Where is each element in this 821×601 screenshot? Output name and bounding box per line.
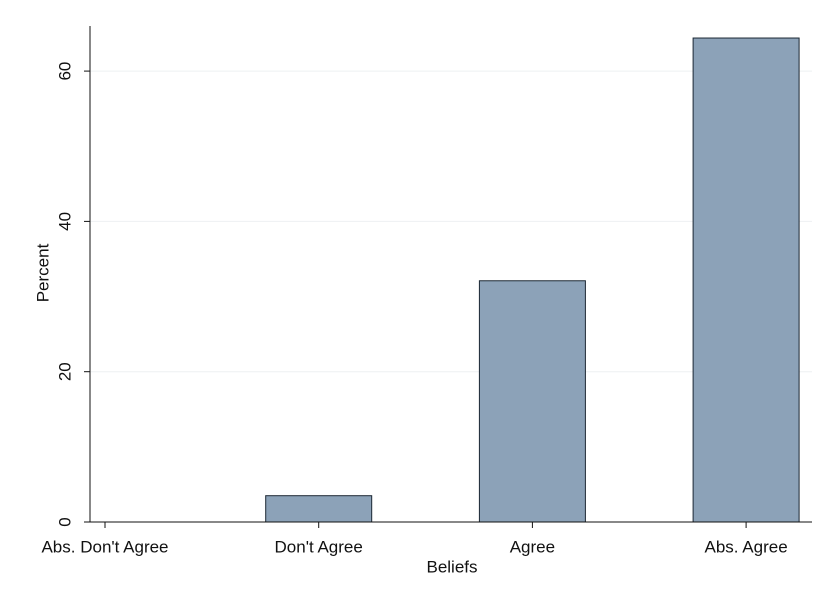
x-tick-label: Don't Agree: [275, 537, 363, 556]
y-tick-label: 60: [55, 62, 74, 81]
x-tick-label: Abs. Agree: [705, 537, 788, 556]
y-tick-label: 0: [55, 517, 74, 526]
x-axis-label: Beliefs: [426, 557, 477, 576]
x-tick-label: Agree: [510, 537, 555, 556]
bar: [265, 495, 373, 523]
x-tick-label: Abs. Don't Agree: [41, 537, 168, 556]
y-tick-label: 20: [55, 362, 74, 381]
y-tick-label: 40: [55, 212, 74, 231]
bar: [692, 37, 800, 523]
y-axis-label: Percent: [33, 243, 52, 302]
bar: [478, 280, 586, 523]
